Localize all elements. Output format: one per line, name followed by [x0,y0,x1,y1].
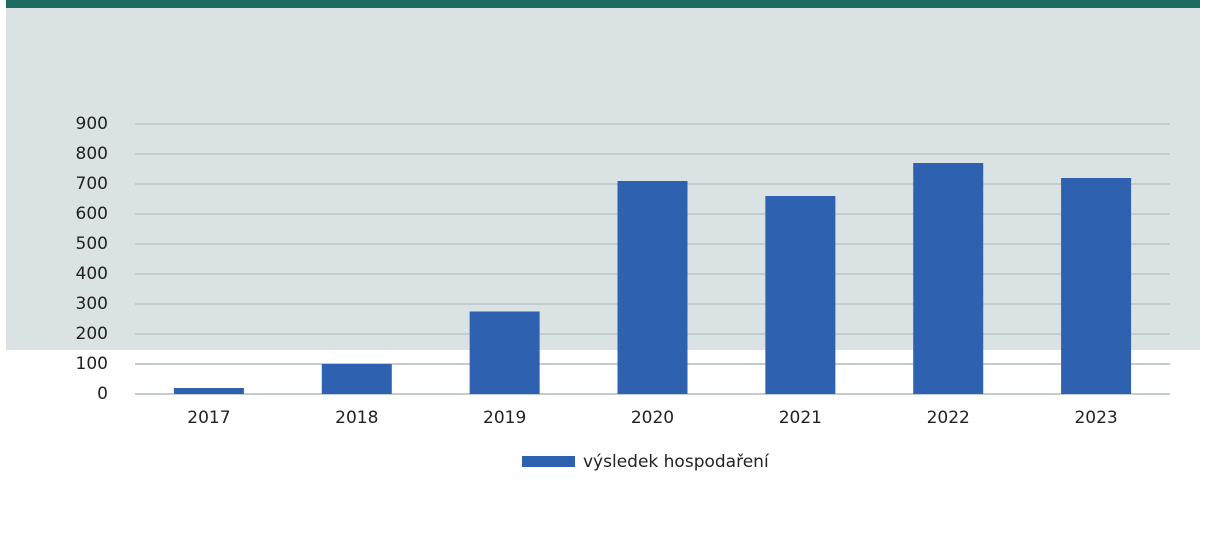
y-tick-label: 200 [76,324,108,344]
x-tick-label: 2021 [779,408,822,428]
x-tick-label: 2022 [927,408,970,428]
panel [6,0,1200,350]
top-bar [6,0,1200,8]
bar [321,364,392,394]
y-tick-label: 500 [76,234,108,254]
x-tick-label: 2018 [335,408,378,428]
y-tick-label: 700 [76,174,108,194]
y-tick-label: 400 [76,264,108,284]
bar [913,163,984,394]
x-tick-label: 2020 [631,408,674,428]
legend-swatch [522,456,575,467]
y-tick-label: 300 [76,294,108,314]
y-tick-label: 100 [76,354,108,374]
legend-label: výsledek hospodaření [583,452,770,472]
bar [1061,178,1132,394]
y-tick-label: 0 [97,384,108,404]
x-tick-label: 2019 [483,408,526,428]
x-tick-label: 2017 [187,408,230,428]
bar [617,181,688,394]
x-tick-label: 2023 [1074,408,1117,428]
y-tick-label: 900 [76,114,108,134]
bar [765,196,836,394]
y-tick-label: 600 [76,204,108,224]
bar [173,388,244,394]
y-tick-label: 800 [76,144,108,164]
bar [469,311,540,394]
